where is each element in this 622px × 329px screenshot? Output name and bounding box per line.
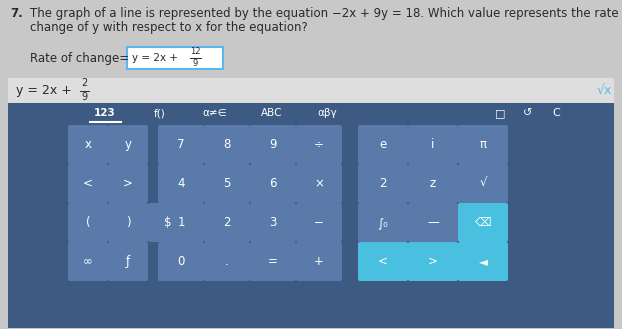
Text: y = 2x +: y = 2x + — [16, 84, 72, 97]
FancyBboxPatch shape — [458, 125, 508, 164]
FancyBboxPatch shape — [204, 164, 250, 203]
FancyBboxPatch shape — [204, 203, 250, 242]
Text: 2: 2 — [223, 216, 231, 229]
Text: 7.: 7. — [10, 7, 23, 20]
Text: 1: 1 — [177, 216, 185, 229]
FancyBboxPatch shape — [296, 125, 342, 164]
Text: (: ( — [86, 216, 90, 229]
FancyBboxPatch shape — [158, 242, 204, 281]
FancyBboxPatch shape — [358, 125, 408, 164]
FancyBboxPatch shape — [250, 242, 296, 281]
Text: —: — — [427, 216, 439, 229]
Text: x: x — [85, 138, 91, 151]
Text: 9: 9 — [192, 60, 198, 68]
FancyBboxPatch shape — [296, 203, 342, 242]
Text: √: √ — [479, 177, 487, 190]
FancyBboxPatch shape — [358, 164, 408, 203]
FancyBboxPatch shape — [127, 47, 223, 69]
Text: <: < — [378, 255, 388, 268]
FancyBboxPatch shape — [250, 125, 296, 164]
FancyBboxPatch shape — [458, 242, 508, 281]
Text: >: > — [123, 177, 133, 190]
FancyBboxPatch shape — [158, 125, 204, 164]
Text: change of y with respect to x for the equation?: change of y with respect to x for the eq… — [30, 21, 308, 34]
Text: +: + — [314, 255, 324, 268]
FancyBboxPatch shape — [158, 203, 204, 242]
FancyBboxPatch shape — [250, 164, 296, 203]
FancyBboxPatch shape — [68, 164, 108, 203]
Text: αβγ: αβγ — [317, 108, 337, 118]
FancyBboxPatch shape — [8, 78, 614, 103]
Text: □: □ — [494, 108, 505, 118]
Text: α≠∈: α≠∈ — [203, 108, 227, 118]
FancyBboxPatch shape — [296, 242, 342, 281]
Text: ƒ: ƒ — [126, 255, 130, 268]
Text: =: = — [268, 255, 278, 268]
FancyBboxPatch shape — [68, 203, 108, 242]
Text: ◄: ◄ — [478, 255, 488, 268]
Text: .: . — [225, 255, 229, 268]
Text: ABC: ABC — [261, 108, 283, 118]
Text: f(): f() — [154, 108, 166, 118]
FancyBboxPatch shape — [358, 242, 408, 281]
FancyBboxPatch shape — [108, 125, 148, 164]
Text: √x: √x — [596, 84, 612, 97]
FancyBboxPatch shape — [108, 164, 148, 203]
FancyBboxPatch shape — [204, 242, 250, 281]
Text: ∫₀: ∫₀ — [378, 216, 388, 229]
FancyBboxPatch shape — [458, 164, 508, 203]
Text: 4: 4 — [177, 177, 185, 190]
Text: y = 2x +: y = 2x + — [132, 53, 178, 63]
Text: 8: 8 — [223, 138, 231, 151]
Text: 6: 6 — [269, 177, 277, 190]
FancyBboxPatch shape — [68, 242, 108, 281]
Text: ÷: ÷ — [314, 138, 324, 151]
Text: 9: 9 — [269, 138, 277, 151]
Text: 9: 9 — [81, 92, 87, 103]
Text: C: C — [552, 108, 560, 118]
FancyBboxPatch shape — [250, 203, 296, 242]
Text: ): ) — [126, 216, 131, 229]
Text: >: > — [428, 255, 438, 268]
Text: 12: 12 — [190, 47, 200, 56]
FancyBboxPatch shape — [68, 125, 108, 164]
FancyBboxPatch shape — [408, 125, 458, 164]
FancyBboxPatch shape — [296, 164, 342, 203]
FancyBboxPatch shape — [458, 203, 508, 242]
FancyBboxPatch shape — [8, 103, 614, 328]
Text: 2: 2 — [81, 78, 87, 88]
FancyBboxPatch shape — [358, 203, 408, 242]
Text: z: z — [430, 177, 436, 190]
FancyBboxPatch shape — [108, 242, 148, 281]
FancyBboxPatch shape — [408, 203, 458, 242]
Text: 0: 0 — [177, 255, 185, 268]
FancyBboxPatch shape — [408, 164, 458, 203]
Text: 5: 5 — [223, 177, 231, 190]
Text: $: $ — [164, 216, 172, 229]
Text: −: − — [314, 216, 324, 229]
FancyBboxPatch shape — [148, 203, 188, 242]
Text: 3: 3 — [269, 216, 277, 229]
Text: ↺: ↺ — [523, 108, 532, 118]
Text: <: < — [83, 177, 93, 190]
Text: y: y — [124, 138, 131, 151]
Text: 123: 123 — [94, 108, 116, 118]
Text: 2: 2 — [379, 177, 387, 190]
FancyBboxPatch shape — [408, 242, 458, 281]
Text: The graph of a line is represented by the equation −2x + 9y = 18. Which value re: The graph of a line is represented by th… — [30, 7, 622, 20]
Text: Rate of change=: Rate of change= — [30, 52, 129, 65]
Text: ×: × — [314, 177, 324, 190]
Text: ∞: ∞ — [83, 255, 93, 268]
FancyBboxPatch shape — [204, 125, 250, 164]
Text: i: i — [431, 138, 435, 151]
Text: π: π — [480, 138, 486, 151]
FancyBboxPatch shape — [108, 203, 148, 242]
Text: 7: 7 — [177, 138, 185, 151]
FancyBboxPatch shape — [158, 164, 204, 203]
Text: e: e — [379, 138, 387, 151]
Text: ⌫: ⌫ — [475, 216, 491, 229]
